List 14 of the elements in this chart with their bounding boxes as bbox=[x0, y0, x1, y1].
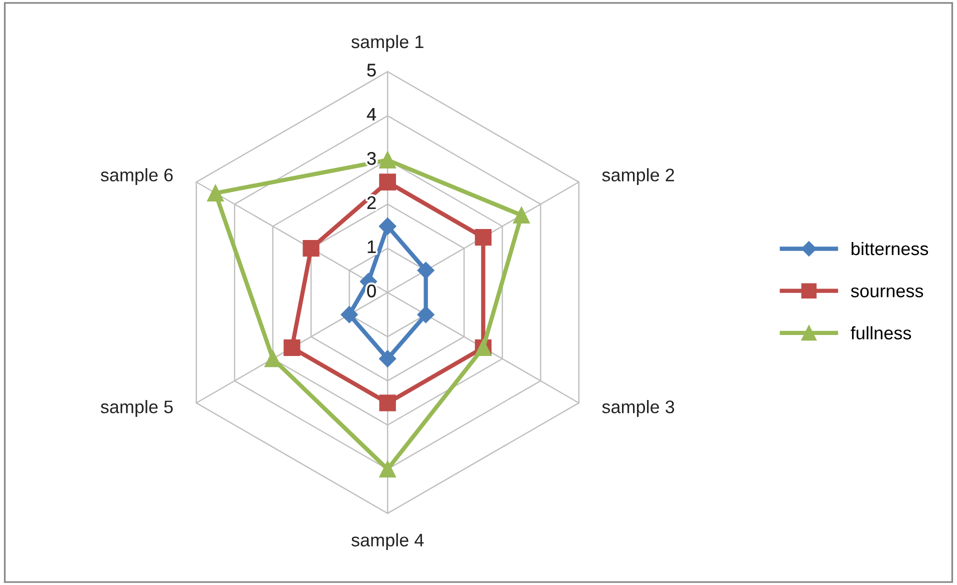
spoke-label: sample 5 bbox=[100, 400, 173, 417]
y-tick-label: 5 bbox=[367, 64, 376, 76]
spoke-label: sample 3 bbox=[602, 400, 674, 417]
spoke-label: sample 1 bbox=[351, 34, 424, 52]
y-tick-label: 2 bbox=[367, 196, 376, 209]
spoke-label: sample 4 bbox=[351, 533, 424, 550]
y-tick-label: 1 bbox=[368, 240, 376, 253]
spoke-label: sample 2 bbox=[602, 168, 674, 185]
legend-label: sourness bbox=[850, 287, 924, 298]
spoke-label: sample 6 bbox=[100, 168, 173, 185]
legend-label: fullness bbox=[850, 326, 912, 340]
y-tick-label: 4 bbox=[366, 108, 376, 120]
y-tick-label: 0 bbox=[367, 284, 376, 298]
legend-label: bitterness bbox=[852, 242, 928, 256]
